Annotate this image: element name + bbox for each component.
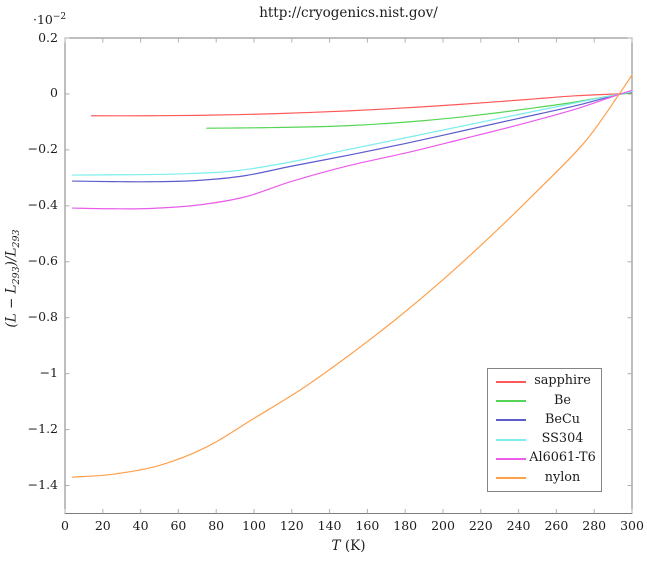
y-tick-label: 0.2: [38, 29, 58, 45]
x-tick-label: 120: [279, 518, 304, 533]
legend-item-sapphire: sapphire: [488, 375, 601, 388]
legend-label: BeCu: [544, 411, 580, 427]
x-axis-label: T (K): [331, 538, 366, 554]
plot-frame: [64, 37, 633, 514]
y-tick-label: 0: [50, 85, 58, 101]
legend-item-becu: BeCu: [488, 411, 601, 427]
series-line-Al6061-T6: [71, 89, 633, 210]
legend-swatch-ss304: [496, 438, 526, 441]
legend-label: sapphire: [534, 373, 591, 389]
series-line-sapphire: [90, 92, 633, 117]
series-line-Be: [206, 92, 633, 129]
series-line-BeCu: [71, 91, 633, 183]
y-tick-label: −1.4: [27, 477, 58, 493]
legend-item-ss304: SS304: [488, 431, 601, 447]
legend-item-be: Be: [488, 392, 601, 408]
legend-swatch-be: [496, 400, 526, 403]
series-line-SS304: [71, 91, 633, 176]
series-line-nylon: [71, 74, 633, 478]
legend-swatch-sapphire: [496, 380, 526, 383]
legend-item-nylon: nylon: [488, 469, 601, 485]
x-tick-label: 0: [61, 518, 69, 533]
legend-swatch-becu: [496, 419, 526, 422]
y-tick-label: −0.4: [27, 197, 58, 213]
x-tick-label: 300: [620, 518, 644, 533]
x-tick-label: 140: [317, 518, 342, 533]
legend-swatch-nylon: [496, 477, 526, 480]
y-axis-multiplier: ·10−2: [33, 12, 67, 28]
x-tick-label: 60: [170, 518, 187, 533]
x-tick-label: 260: [544, 518, 569, 533]
x-tick-label: 160: [355, 518, 380, 533]
legend-label: Be: [554, 392, 571, 408]
y-tick-label: −1.2: [27, 421, 58, 437]
x-tick-label: 20: [94, 518, 111, 533]
x-tick-label: 200: [431, 518, 455, 533]
legend-item-al6061: Al6061-T6: [488, 452, 601, 465]
chart-title: http://cryogenics.nist.gov/: [259, 5, 438, 21]
y-tick-label: −1: [39, 365, 58, 381]
y-tick-label: −0.8: [27, 309, 58, 325]
legend-swatch-al6061: [496, 457, 526, 460]
x-tick-label: 220: [468, 518, 493, 533]
y-tick-label: −0.2: [27, 141, 58, 157]
y-tick-label: −0.6: [27, 253, 58, 269]
legend-label: Al6061-T6: [529, 450, 596, 466]
legend-label: SS304: [541, 431, 584, 447]
legend-label: nylon: [544, 469, 581, 485]
y-axis-label: (L − L293)/L293: [3, 229, 23, 328]
x-tick-label: 240: [506, 518, 531, 533]
x-tick-label: 280: [582, 518, 607, 533]
x-tick-label: 40: [132, 518, 149, 533]
legend-box: sapphire Be BeCu SS304 Al6061-T6 nylon: [487, 368, 602, 492]
x-tick-label: 100: [242, 518, 266, 533]
x-tick-label: 180: [393, 518, 418, 533]
x-tick-label: 80: [208, 518, 225, 533]
